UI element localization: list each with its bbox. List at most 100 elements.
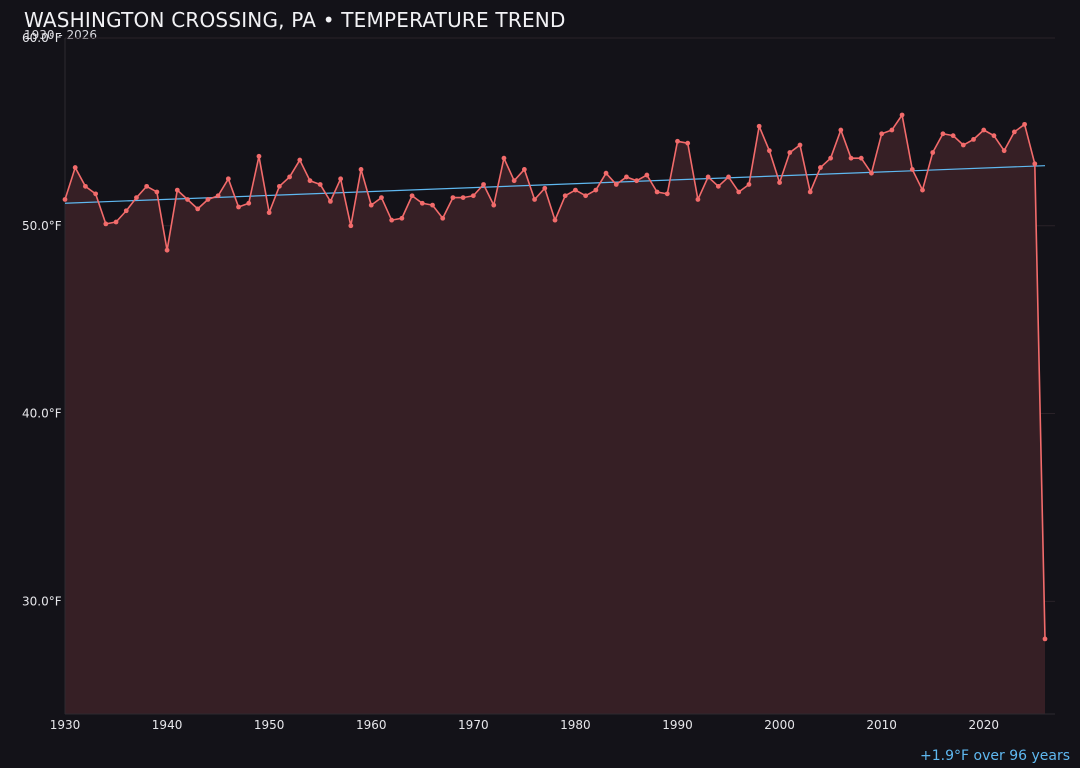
data-point — [317, 182, 323, 187]
data-point — [501, 155, 507, 161]
data-point — [613, 182, 619, 187]
data-point — [705, 174, 711, 180]
data-point — [62, 197, 68, 202]
data-point — [368, 202, 374, 208]
x-tick-label: 1980 — [560, 718, 591, 732]
data-point — [1032, 161, 1038, 167]
data-point — [664, 191, 670, 197]
data-point — [287, 174, 292, 180]
data-point — [787, 150, 793, 155]
x-tick-label: 1960 — [356, 718, 387, 732]
data-point — [675, 138, 680, 144]
data-point — [276, 183, 282, 189]
y-tick-label: 50.0°F — [22, 219, 62, 233]
trend-line-group — [64, 165, 1046, 204]
data-point — [185, 197, 190, 202]
data-point — [379, 195, 384, 201]
data-point — [174, 187, 180, 193]
data-point — [450, 195, 456, 201]
data-point — [562, 193, 568, 199]
data-point — [858, 155, 864, 161]
data-point — [236, 204, 241, 210]
data-point — [940, 131, 946, 137]
data-point — [573, 187, 578, 193]
data-point — [960, 142, 966, 148]
data-point — [154, 189, 160, 195]
data-point — [991, 133, 997, 139]
data-point — [685, 140, 691, 146]
series-area — [65, 114, 1045, 714]
area-fill — [65, 114, 1045, 714]
data-point — [1011, 129, 1017, 135]
data-point — [532, 197, 537, 202]
data-point — [338, 176, 344, 182]
data-point — [491, 202, 497, 208]
data-point — [1022, 121, 1027, 127]
data-point — [164, 247, 170, 253]
data-point — [869, 170, 874, 176]
data-point — [981, 127, 987, 133]
data-point — [195, 206, 201, 212]
data-point — [470, 193, 476, 199]
axes — [64, 38, 1055, 715]
data-point — [83, 183, 88, 189]
data-point — [909, 167, 915, 172]
data-point — [950, 133, 956, 139]
trend-summary: +1.9°F over 96 years — [920, 748, 1070, 764]
data-point — [715, 183, 721, 189]
data-point — [409, 193, 415, 199]
data-point — [797, 142, 803, 148]
data-point — [307, 178, 313, 184]
data-point — [1042, 636, 1048, 642]
x-tick-label: 2000 — [764, 718, 795, 732]
data-point — [328, 198, 333, 204]
data-point — [777, 180, 782, 185]
x-tick-label: 2010 — [866, 718, 897, 732]
data-point — [511, 178, 517, 184]
data-point — [920, 187, 925, 193]
data-point — [266, 210, 272, 216]
y-tick-label: 40.0°F — [22, 407, 62, 421]
x-tick-label: 1930 — [50, 718, 81, 732]
x-tick-label: 1940 — [152, 718, 183, 732]
data-point — [72, 165, 78, 170]
data-point — [399, 215, 405, 221]
data-point — [215, 193, 221, 199]
trend-line — [64, 165, 1046, 204]
data-point — [736, 189, 742, 195]
data-point — [766, 148, 772, 154]
data-point — [971, 137, 976, 142]
data-point — [1001, 148, 1007, 154]
data-point — [144, 183, 150, 189]
data-point — [205, 197, 211, 202]
data-point — [552, 217, 558, 223]
data-point — [113, 219, 119, 225]
data-point — [521, 167, 527, 172]
data-point — [593, 187, 599, 193]
data-point — [879, 131, 885, 137]
data-point — [726, 174, 731, 180]
data-point — [348, 223, 354, 229]
x-tick-label: 2020 — [968, 718, 999, 732]
data-point — [746, 182, 752, 187]
data-point — [899, 112, 905, 118]
data-point — [440, 215, 446, 221]
data-point — [930, 150, 936, 155]
data-point — [123, 208, 129, 214]
data-point — [225, 176, 231, 182]
data-point — [848, 155, 854, 161]
data-point — [256, 153, 262, 159]
data-point — [654, 189, 660, 195]
y-tick-label: 30.0°F — [22, 594, 62, 608]
data-point — [134, 195, 139, 201]
data-point — [818, 165, 823, 170]
data-point — [828, 155, 834, 161]
data-point — [644, 172, 650, 178]
data-point — [460, 195, 466, 201]
data-point — [542, 185, 548, 191]
x-tick-labels: 1930 1940 1950 1960 1970 1980 1990 2000 2010 2020 — [50, 718, 999, 732]
x-tick-label: 1970 — [458, 718, 489, 732]
data-point — [93, 191, 99, 197]
data-point — [634, 178, 640, 184]
